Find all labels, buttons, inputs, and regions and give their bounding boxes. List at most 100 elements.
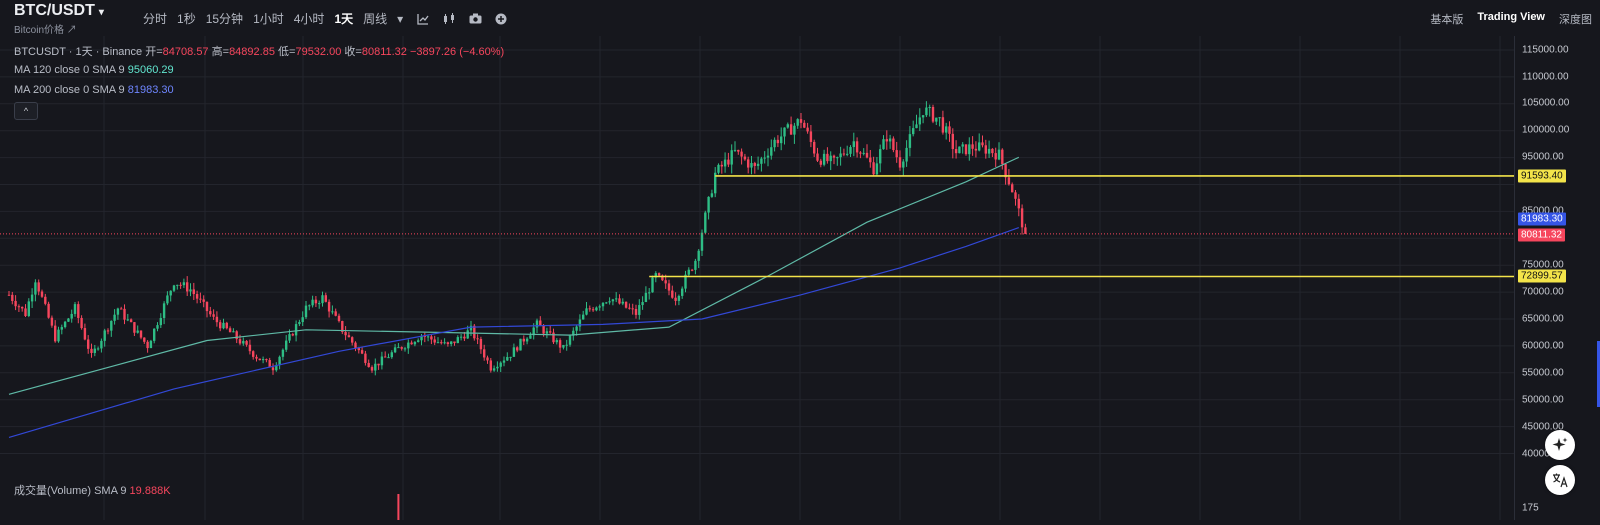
ma120-label: MA 120 close 0 SMA 9 (14, 64, 125, 76)
axis-tick: 85000.00 (1522, 205, 1564, 217)
timeframe-tab[interactable]: 周线 (363, 12, 388, 26)
translate-button[interactable] (1545, 465, 1575, 495)
candle-body (162, 303, 166, 319)
candle-body (628, 307, 631, 309)
ohlc-legend: BTCUSDT · 1天 · Binance 开=84708.57 高=8489… (14, 43, 504, 59)
candle-body (915, 124, 918, 129)
change-value: −3897.26 (−4.60%) (409, 46, 505, 58)
candle-body (763, 157, 766, 159)
candle-body (268, 360, 271, 368)
timeframe-tab-active[interactable]: 1天 (334, 12, 354, 26)
timeframe-tab[interactable]: 4小时 (293, 12, 325, 26)
price-axis[interactable]: 115000.00 110000.00 105000.00 100000.00 … (1514, 36, 1600, 520)
candle-body (133, 322, 136, 333)
ma200-label: MA 200 close 0 SMA 9 (14, 84, 125, 96)
candle-body (87, 339, 90, 349)
candle-body (539, 320, 542, 326)
candle-body (403, 348, 407, 350)
add-icon[interactable] (490, 11, 512, 27)
timeframe-dropdown-icon[interactable]: ▾ (397, 11, 404, 26)
candle-body (202, 299, 205, 302)
candle-body (113, 314, 116, 321)
camera-icon[interactable] (464, 11, 486, 27)
candle-body (390, 352, 393, 358)
candle-body (291, 334, 294, 336)
candle-body (525, 338, 529, 342)
symbol-selector[interactable]: BTC/USDT ▾ (14, 2, 104, 20)
candle-body (27, 301, 30, 316)
collapse-legend-button[interactable]: ^ (14, 102, 38, 120)
candle-body (674, 297, 677, 301)
chevron-up-icon: ^ (23, 106, 29, 116)
view-basic[interactable]: 基本版 (1430, 14, 1464, 26)
open-value: 84708.57 (162, 46, 209, 58)
symbol-name: BTC/USDT (14, 2, 95, 19)
view-depth[interactable]: 深度图 (1559, 14, 1592, 26)
candle-body (720, 164, 723, 167)
candle-body (347, 335, 351, 338)
price-tag-ma200[interactable]: 81983.30 (1518, 212, 1566, 226)
low-label: 低= (278, 46, 296, 58)
candle-body (740, 151, 743, 157)
view-switcher: 基本版 Trading View 深度图 (1430, 11, 1592, 27)
volume-legend[interactable]: 成交量(Volume) SMA 9 19.888K (14, 482, 171, 498)
price-chart-pane[interactable] (0, 36, 1514, 520)
candlestick-chart[interactable] (0, 36, 1514, 520)
symbol-subtitle-link[interactable]: Bitcoin价格 ↗ (14, 25, 77, 36)
candle-body (928, 106, 931, 108)
timeframe-tab[interactable]: 1小时 (253, 12, 284, 26)
candle-body (681, 288, 684, 296)
candle-body (852, 141, 855, 148)
candle-body (271, 367, 275, 371)
candle-body (172, 285, 176, 291)
candle-body (311, 299, 314, 306)
candle-body (545, 331, 549, 334)
candle-body (40, 291, 44, 297)
ma200-line (8, 227, 1020, 438)
candle-body (426, 336, 430, 338)
ma120-legend[interactable]: MA 120 close 0 SMA 9 95060.29 (14, 64, 174, 76)
high-value: 84892.85 (229, 46, 275, 58)
candle-body (308, 305, 311, 307)
candle-body (727, 159, 730, 165)
candle-body (417, 340, 420, 342)
candle-body (166, 295, 169, 304)
timeframe-tab[interactable]: 1秒 (177, 12, 196, 26)
ma200-legend[interactable]: MA 200 close 0 SMA 9 81983.30 (14, 84, 174, 96)
candle-body (872, 162, 875, 175)
candle-body (341, 321, 344, 332)
candle-body (57, 329, 60, 342)
candle-body (70, 313, 73, 319)
axis-tick: 45000.00 (1522, 421, 1564, 433)
candle-body (433, 339, 436, 343)
ai-sparkle-button[interactable] (1545, 430, 1575, 460)
candle-body (519, 338, 522, 351)
candle-body (644, 292, 648, 303)
candle-body (987, 148, 991, 154)
candle-body (585, 308, 588, 315)
view-tradingview[interactable]: Trading View (1477, 11, 1545, 23)
candle-body (337, 315, 341, 322)
candle-body (743, 156, 747, 160)
candle-body (572, 330, 575, 336)
candle-style-icon[interactable] (438, 11, 460, 27)
candle-body (486, 357, 489, 361)
low-value: 79532.00 (295, 46, 342, 58)
indicator-icon[interactable] (412, 11, 434, 27)
volume-value: 19.888K (129, 485, 171, 497)
candle-body (24, 308, 27, 316)
candle-body (159, 318, 162, 326)
price-tag-support[interactable]: 72899.57 (1518, 269, 1566, 283)
timeframe-tab[interactable]: 分时 (143, 12, 168, 26)
candle-body (506, 357, 509, 361)
candle-body (809, 131, 813, 142)
timeframe-bar: 分时 1秒 15分钟 1小时 4小时 1天 周线 ▾ (138, 10, 512, 27)
candle-body (925, 107, 928, 116)
price-tag-resistance[interactable]: 91593.40 (1518, 169, 1566, 183)
timeframe-tab[interactable]: 15分钟 (205, 12, 244, 26)
axis-scroll-indicator[interactable] (1597, 341, 1600, 407)
candle-body (783, 127, 786, 137)
candle-body (327, 301, 331, 312)
candle-body (209, 311, 212, 315)
price-tag-last[interactable]: 80811.32 (1518, 228, 1565, 242)
